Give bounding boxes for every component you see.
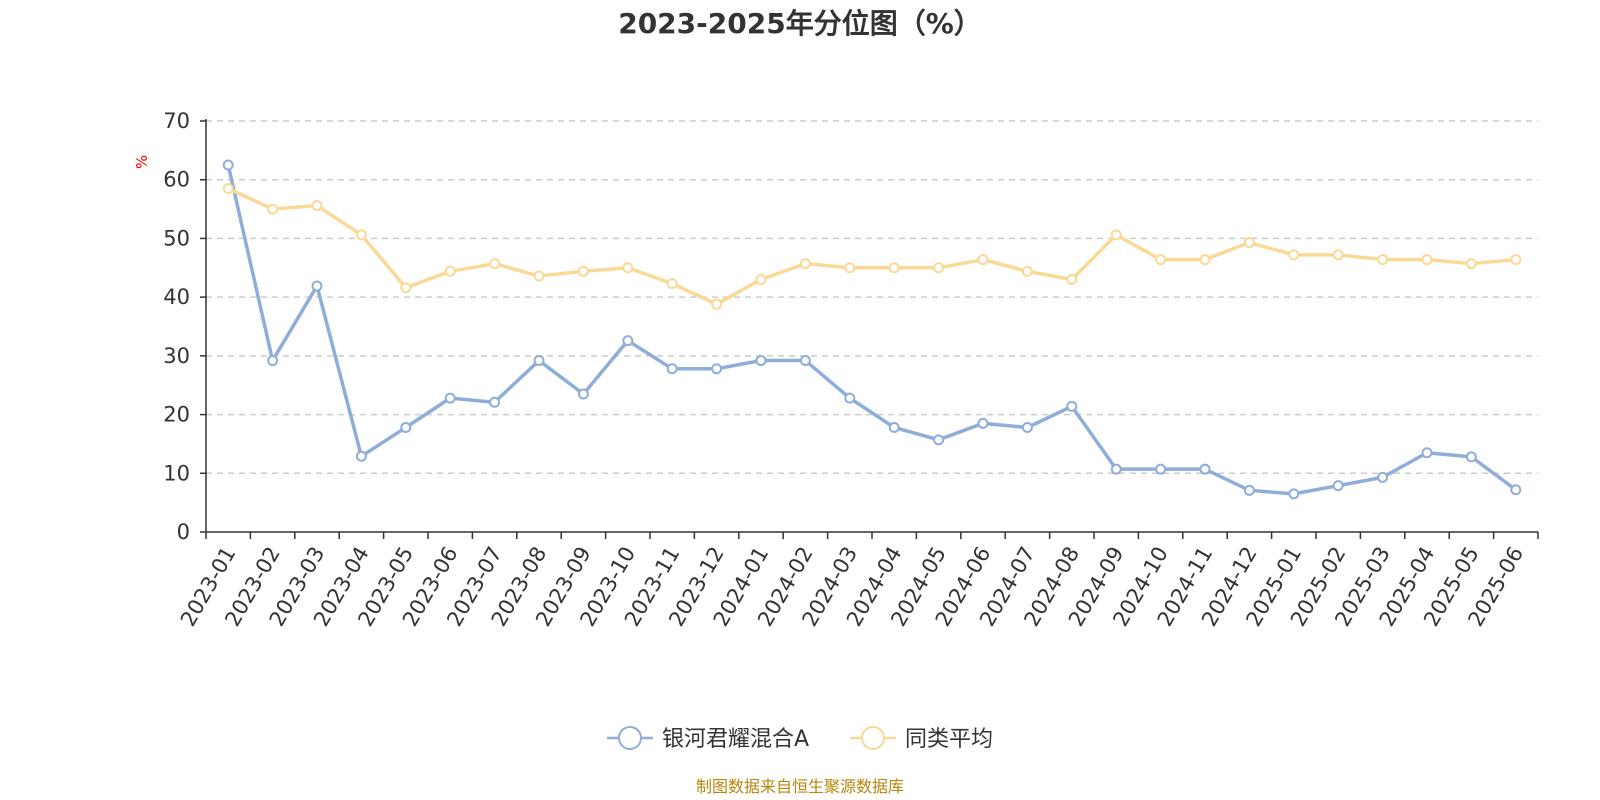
data-point[interactable]: [799, 355, 811, 367]
data-point[interactable]: [888, 262, 900, 274]
data-point[interactable]: [267, 203, 279, 215]
legend-item[interactable]: 同类平均: [850, 726, 993, 752]
data-point[interactable]: [755, 274, 767, 286]
x-axis: 2023-012023-022023-032023-042023-052023-…: [176, 531, 1539, 630]
data-point[interactable]: [1288, 249, 1300, 261]
data-point[interactable]: [711, 363, 723, 375]
data-point[interactable]: [844, 262, 856, 274]
series-0: [222, 159, 1522, 500]
y-tick-label: 50: [163, 226, 190, 250]
data-point[interactable]: [622, 335, 634, 347]
data-point[interactable]: [222, 159, 234, 171]
data-point[interactable]: [1465, 258, 1477, 270]
y-tick-label: 60: [163, 168, 190, 192]
data-point[interactable]: [267, 355, 279, 367]
data-point[interactable]: [1066, 274, 1078, 286]
legend-marker: [618, 726, 642, 750]
data-point[interactable]: [444, 265, 456, 277]
data-point[interactable]: [933, 262, 945, 274]
y-tick-label: 40: [163, 285, 190, 309]
series-line: [226, 164, 1517, 496]
data-point[interactable]: [844, 392, 856, 404]
data-point[interactable]: [1377, 254, 1389, 266]
data-point[interactable]: [1155, 254, 1167, 266]
data-point[interactable]: [1332, 480, 1344, 492]
data-point[interactable]: [977, 417, 989, 429]
series-lines: [222, 159, 1522, 500]
y-axis: 0 10 20 30 40 50 60 70: [163, 109, 207, 544]
data-point[interactable]: [1421, 447, 1433, 459]
series-1: [222, 183, 1522, 310]
data-point[interactable]: [533, 270, 545, 282]
data-point[interactable]: [1155, 463, 1167, 475]
data-point[interactable]: [1021, 265, 1033, 277]
legend: 银河君耀混合A 同类平均: [607, 726, 993, 752]
data-point[interactable]: [489, 258, 501, 270]
legend-label: 同类平均: [905, 727, 993, 752]
data-point[interactable]: [1243, 237, 1255, 249]
data-source-note: 制图数据来自恒生聚源数据库: [696, 777, 904, 796]
data-point[interactable]: [1421, 254, 1433, 266]
data-point[interactable]: [888, 421, 900, 433]
data-point[interactable]: [666, 363, 678, 375]
data-point[interactable]: [577, 388, 589, 400]
data-point[interactable]: [489, 396, 501, 408]
chart-title: 2023-2025年分位图（%）: [618, 7, 982, 40]
data-point[interactable]: [1510, 254, 1522, 266]
y-tick-label: 10: [163, 461, 190, 485]
data-point[interactable]: [1110, 229, 1122, 241]
data-point[interactable]: [355, 229, 367, 241]
data-point[interactable]: [1465, 451, 1477, 463]
data-point[interactable]: [1288, 488, 1300, 500]
data-point[interactable]: [1021, 421, 1033, 433]
data-point[interactable]: [755, 355, 767, 367]
data-point[interactable]: [400, 421, 412, 433]
data-point[interactable]: [355, 450, 367, 462]
data-point[interactable]: [622, 262, 634, 274]
data-point[interactable]: [977, 254, 989, 266]
series-line: [227, 186, 1516, 306]
y-axis-unit-label: %: [133, 155, 151, 169]
data-point[interactable]: [1110, 463, 1122, 475]
data-point[interactable]: [1199, 254, 1211, 266]
data-point[interactable]: [1243, 484, 1255, 496]
data-point[interactable]: [444, 392, 456, 404]
data-point[interactable]: [1199, 463, 1211, 475]
data-point[interactable]: [311, 200, 323, 212]
data-point[interactable]: [311, 280, 323, 292]
data-point[interactable]: [533, 355, 545, 367]
data-point[interactable]: [711, 298, 723, 310]
legend-item[interactable]: 银河君耀混合A: [607, 726, 809, 752]
data-point[interactable]: [666, 278, 678, 290]
data-point[interactable]: [1332, 249, 1344, 261]
y-tick-label: 20: [163, 403, 190, 427]
data-point[interactable]: [577, 265, 589, 277]
legend-label: 银河君耀混合A: [662, 727, 809, 752]
grid-lines: [206, 120, 1538, 475]
data-point[interactable]: [1377, 471, 1389, 483]
legend-marker: [861, 726, 885, 750]
data-point[interactable]: [400, 282, 412, 294]
data-point[interactable]: [933, 434, 945, 446]
data-point[interactable]: [799, 258, 811, 270]
data-point[interactable]: [222, 183, 234, 195]
y-tick-label: 0: [177, 520, 190, 544]
y-tick-label: 70: [163, 109, 190, 133]
data-point[interactable]: [1066, 400, 1078, 412]
y-tick-label: 30: [163, 344, 190, 368]
data-point[interactable]: [1510, 484, 1522, 496]
